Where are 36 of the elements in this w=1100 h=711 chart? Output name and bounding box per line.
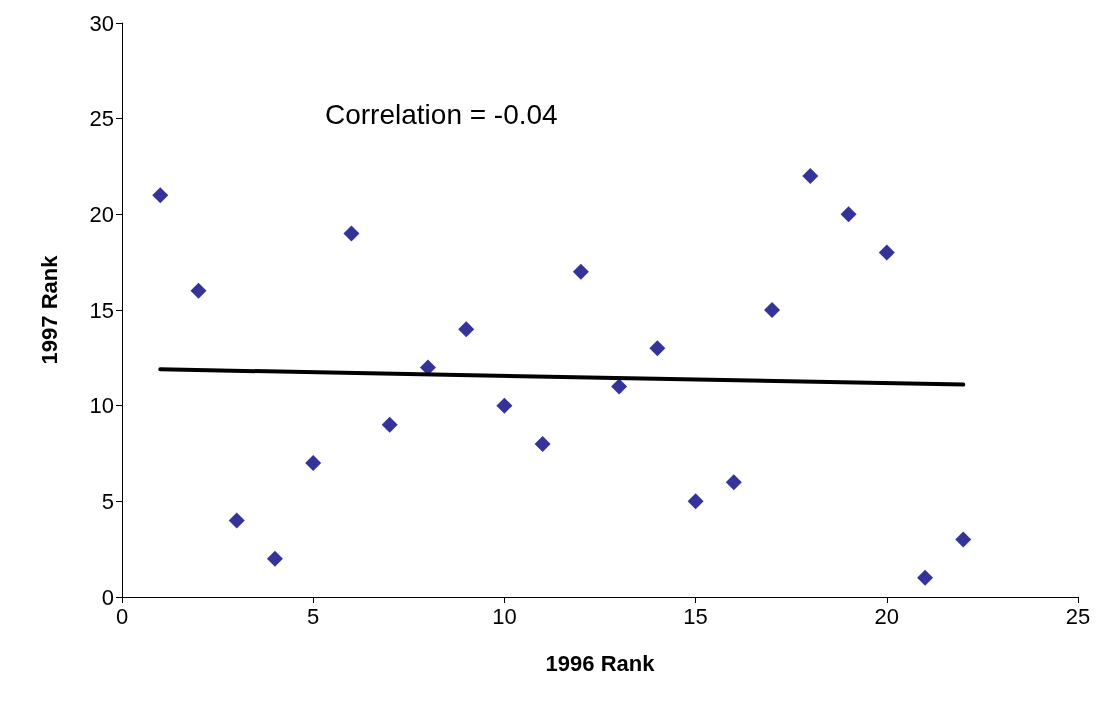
x-tick-label: 15: [683, 603, 708, 629]
point: [496, 397, 513, 414]
point: [534, 435, 551, 452]
point: [878, 244, 895, 261]
y-tick-label: 30: [89, 10, 114, 36]
point: [305, 455, 322, 472]
point: [152, 187, 169, 204]
y-tick-label: 15: [89, 297, 114, 323]
y-tick-label: 5: [101, 488, 114, 514]
point: [266, 550, 283, 567]
x-tick-label: 10: [492, 603, 517, 629]
x-axis-title: 1996 Rank: [545, 650, 656, 676]
x-tick-label: 5: [307, 603, 320, 629]
x-tick-label: 20: [874, 603, 900, 629]
y-tick-label: 10: [89, 393, 114, 419]
y-axis-title: 1997 Rank: [36, 254, 62, 365]
point: [228, 512, 245, 529]
point: [725, 474, 742, 491]
point: [764, 302, 781, 318]
point: [381, 416, 398, 433]
y-tick-label: 25: [89, 106, 114, 132]
point: [917, 569, 934, 586]
point: [649, 340, 666, 357]
point: [611, 378, 628, 395]
point: [840, 206, 857, 223]
point: [190, 282, 207, 299]
point: [343, 225, 360, 242]
x-tick-label: 25: [1065, 603, 1091, 629]
y-tick-label: 0: [101, 584, 114, 610]
point: [955, 531, 972, 548]
point: [687, 493, 704, 510]
annotation: Correlation = -0.04: [325, 98, 558, 130]
y-tick-label: 20: [89, 201, 114, 227]
point: [458, 321, 475, 338]
point: [802, 168, 819, 185]
point: [572, 263, 589, 280]
